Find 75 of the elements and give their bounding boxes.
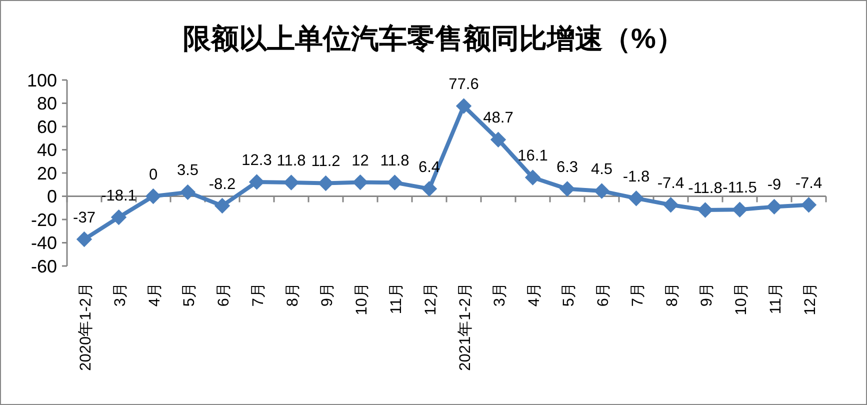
y-tick-label: 20: [36, 163, 57, 184]
point: [801, 197, 816, 212]
point: [698, 202, 713, 218]
point: [111, 210, 126, 225]
data-label: -8.2: [208, 176, 236, 193]
data-label: 11.2: [311, 153, 340, 170]
x-tick-label: 8月: [284, 282, 302, 307]
data-label: -7.4: [795, 174, 822, 192]
y-tick-label: -20: [30, 210, 57, 230]
x-tick-label: 10月: [353, 282, 370, 316]
x-tick-label: 11月: [388, 282, 405, 314]
point: [560, 181, 575, 197]
data-label: -1.8: [622, 168, 650, 186]
x-tick-label: 6月: [215, 282, 232, 307]
x-tick-label: 8月: [664, 282, 681, 307]
data-label: 16.1: [518, 148, 548, 165]
data-label: 4.5: [590, 161, 613, 178]
point: [422, 181, 437, 196]
point: [214, 198, 230, 214]
y-tick-label: 0: [46, 186, 57, 207]
x-tick-label: 5月: [180, 282, 198, 307]
x-tick-label: 12月: [802, 282, 819, 316]
data-label: 0: [148, 166, 158, 184]
point: [146, 188, 161, 204]
x-tick-label: 6月: [594, 282, 612, 307]
data-label: -7.4: [657, 174, 684, 192]
x-tick-label: 9月: [698, 282, 716, 307]
x-tick-label: 3月: [112, 282, 129, 307]
y-tick-label: -60: [30, 256, 57, 276]
point: [766, 199, 782, 214]
y-tick-label: 40: [36, 140, 57, 160]
point: [594, 183, 610, 199]
data-label: 11.8: [276, 152, 306, 170]
point: [663, 197, 678, 212]
y-tick-label: 80: [36, 94, 57, 114]
point: [525, 170, 540, 186]
data-label: -9: [767, 176, 782, 194]
y-tick-label: 100: [26, 70, 57, 90]
point: [490, 132, 506, 148]
point: [628, 190, 644, 206]
point: [456, 98, 472, 114]
point: [352, 174, 368, 190]
x-tick-label: 11月: [767, 282, 784, 314]
x-tick-label: 3月: [491, 282, 508, 307]
data-label: 48.7: [483, 110, 514, 127]
data-label: 3.5: [176, 162, 199, 180]
data-label: 6.3: [556, 158, 578, 176]
data-label: 11.8: [380, 152, 410, 170]
point: [732, 202, 748, 218]
point: [180, 184, 196, 200]
data-label: 77.6: [448, 76, 479, 94]
data-label: 12.3: [242, 152, 272, 169]
x-tick-label: 12月: [422, 282, 440, 316]
x-tick-label: 7月: [629, 282, 646, 307]
chart-title: 限额以上单位汽车零售额同比增速（%）: [183, 23, 684, 54]
data-label: -37: [73, 209, 96, 226]
point: [318, 176, 334, 191]
y-tick-label: -40: [30, 233, 57, 254]
y-tick-label: 60: [36, 116, 57, 137]
x-tick-label: 4月: [526, 282, 543, 307]
x-tick-label: 10月: [732, 282, 750, 316]
point: [249, 174, 264, 190]
x-tick-label: 9月: [318, 282, 336, 307]
point: [284, 174, 299, 190]
data-label: -18.1: [101, 187, 136, 204]
data-label: 12: [352, 152, 369, 170]
x-tick-label: 7月: [250, 282, 267, 307]
data-label: -11.8: [688, 180, 722, 197]
x-tick-label: 4月: [146, 282, 164, 307]
x-tick-label: 2021年1-2月: [456, 282, 474, 371]
x-tick-label: 2020年1-2月: [77, 282, 94, 371]
x-tick-label: 5月: [560, 282, 578, 307]
point: [76, 232, 92, 247]
point: [387, 174, 402, 190]
data-label: -11.5: [722, 180, 757, 197]
